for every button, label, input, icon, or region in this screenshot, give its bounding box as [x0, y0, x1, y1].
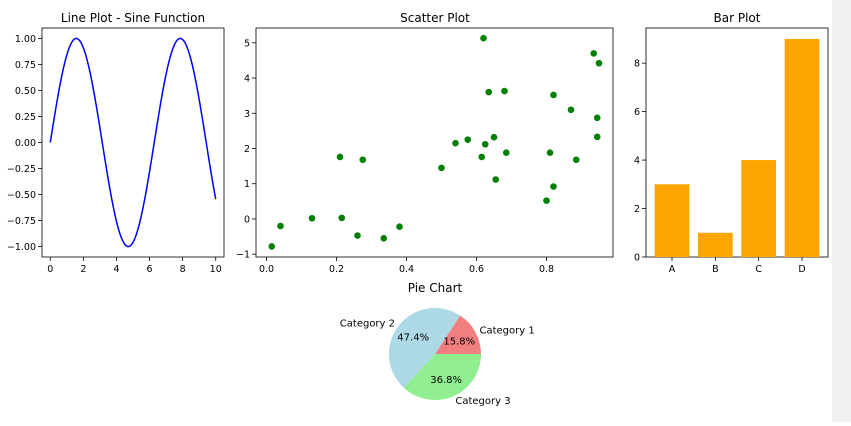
scatter-plot-title: Scatter Plot [400, 11, 470, 25]
scatter-y-tick-label: 2 [244, 144, 250, 155]
scatter-point [338, 214, 346, 222]
line-x-tick-label: 2 [80, 264, 86, 275]
line-x-tick-label: 10 [210, 264, 222, 275]
pie-percent-label: 47.4% [397, 333, 429, 344]
bar-b [698, 232, 733, 257]
scatter-point [478, 153, 486, 161]
scatter-point [492, 176, 500, 183]
line-y-tick-label: 0.75 [15, 60, 36, 71]
scatter-point [501, 87, 508, 95]
scatter-point [268, 243, 276, 250]
pie-percent-label: 36.8% [430, 375, 462, 386]
bar-y-tick-label: 4 [634, 156, 640, 167]
scatter-x-tick-label: 0.4 [399, 264, 414, 275]
scatter-point [550, 183, 557, 190]
scatter-y-tick-label: 1 [244, 179, 250, 190]
scatter-x-tick-label: 0.0 [259, 264, 274, 275]
bar-y-tick-label: 0 [634, 253, 640, 264]
scatter-point [438, 164, 445, 172]
scatter-point [593, 114, 601, 122]
line-y-tick-label: −0.75 [7, 216, 36, 227]
scatter-point [308, 214, 316, 222]
scatter-point [277, 222, 284, 230]
line-y-tick-label: 1.00 [15, 34, 36, 45]
figure: Line Plot - Sine Function 0 2 4 6 8 10 1.00 0.… [7, 11, 829, 407]
scatter-point [354, 232, 361, 239]
scatter-y-tick-label: 4 [244, 74, 250, 85]
sine-line [49, 37, 217, 248]
bar-c [741, 160, 776, 257]
line-y-tick-label: 0.50 [15, 86, 36, 97]
scatter-point [593, 133, 601, 141]
scatter-point [336, 153, 344, 161]
pie-category-label: Category 2 [340, 318, 395, 329]
bar-plot-frame [645, 27, 829, 258]
line-y-tick-label: −1.00 [7, 242, 36, 253]
bar-plot-title: Bar Plot [714, 11, 761, 25]
scatter-point [595, 59, 603, 67]
line-x-tick-label: 0 [47, 264, 53, 275]
scrollbar-track[interactable] [832, 0, 851, 422]
line-plot-panel: Line Plot - Sine Function 0 2 4 6 8 10 1.00 0.… [7, 11, 225, 275]
scatter-point [452, 139, 459, 147]
pie-category-label: Category 3 [455, 396, 510, 407]
line-x-tick-label: 6 [147, 264, 153, 275]
scatter-x-tick-label: 0.2 [329, 264, 344, 275]
scatter-point [464, 136, 472, 143]
pie-category-label: Category 1 [479, 325, 534, 336]
pie-slice-1 [435, 315, 481, 354]
line-plot-title: Line Plot - Sine Function [61, 11, 205, 25]
scatter-point [502, 149, 510, 157]
bar-x-tick-label: B [712, 264, 719, 275]
scatter-point [490, 133, 498, 141]
pie-percent-label: 15.8% [443, 336, 475, 347]
bar-y-tick-label: 8 [634, 59, 640, 70]
line-y-tick-label: 0.25 [15, 112, 36, 123]
line-y-tick-label: 0.00 [15, 138, 36, 149]
bar-d [784, 38, 820, 258]
scatter-y-tick-label: −1 [236, 250, 250, 261]
scatter-point [572, 156, 580, 164]
scatter-point [567, 106, 575, 114]
line-x-tick-label: 8 [180, 264, 186, 275]
scatter-point [543, 197, 550, 204]
line-y-tick-label: −0.50 [7, 190, 36, 201]
bar-y-tick-label: 2 [634, 204, 640, 215]
bar-x-tick-label: D [798, 264, 805, 275]
scatter-point [480, 34, 487, 42]
scatter-point [590, 50, 598, 57]
line-plot-frame [41, 27, 225, 258]
scatter-x-tick-label: 0.8 [539, 264, 554, 275]
scatter-x-tick-label: 0.6 [469, 264, 484, 275]
scatter-point [396, 223, 403, 230]
scatter-point [485, 88, 493, 96]
scatter-point [359, 156, 367, 164]
bar-a [654, 184, 690, 257]
pie-chart-panel: Pie Chart Category 1 15.8% Category 247.4%… [340, 281, 535, 407]
bar-x-tick-label: A [669, 264, 676, 275]
scatter-point [550, 91, 557, 99]
scatter-point [481, 140, 489, 148]
scatter-plot-panel: Scatter Plot 0.0 0.2 0.4 0.6 0.8 5 4 3 2 1 0 −1 [236, 11, 614, 275]
scatter-y-tick-label: 5 [244, 38, 250, 49]
scatter-plot-frame [255, 27, 614, 258]
scatter-y-tick-label: 3 [244, 109, 250, 120]
pie-chart-title: Pie Chart [408, 281, 463, 295]
bar-x-tick-label: C [755, 264, 762, 275]
bar-plot-panel: Bar Plot A B C D 0 2 4 6 8 [634, 11, 829, 275]
bar-y-tick-label: 6 [634, 107, 640, 118]
line-x-tick-label: 4 [113, 264, 119, 275]
scatter-point [380, 235, 388, 242]
scatter-point [546, 149, 554, 157]
scatter-y-tick-label: 0 [244, 214, 250, 225]
pie-slice-3 [403, 354, 482, 401]
pie-slice-2 [388, 307, 461, 388]
line-y-tick-label: −0.25 [7, 164, 36, 175]
